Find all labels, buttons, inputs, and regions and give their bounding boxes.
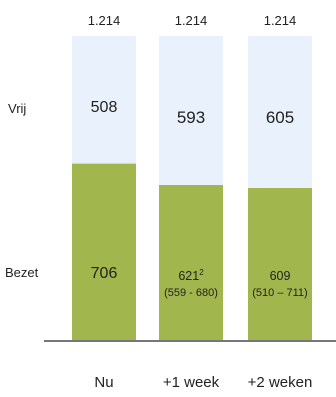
vrij-value-label-1: 593 <box>177 108 205 127</box>
bar-vrij-2 <box>248 36 312 188</box>
row-label-bezet: Bezet <box>5 265 39 280</box>
category-label-1: +1 week <box>163 374 220 391</box>
labels-layer: 1.214 508 706 Nu 1.214 593 6212 (559 - 680) +1 w… <box>88 13 313 391</box>
total-label-0: 1.214 <box>88 13 121 28</box>
row-label-vrij: Vrij <box>8 101 26 116</box>
total-label-2: 1.214 <box>264 13 297 28</box>
bars-layer <box>72 36 312 341</box>
bezet-range-label-1: (559 - 680) <box>164 287 218 299</box>
bar-bezet-2 <box>248 187 312 341</box>
bar-vrij-0 <box>72 36 136 164</box>
bezet-value-label-0: 706 <box>91 265 118 282</box>
footnote-marker-1: 2 <box>199 268 204 277</box>
vrij-value-label-2: 605 <box>266 108 294 127</box>
total-label-1: 1.214 <box>175 13 208 28</box>
bar-bezet-1 <box>159 184 223 341</box>
bezet-value-label-2: 609 <box>270 269 291 283</box>
vrij-value-label-0: 508 <box>91 99 118 116</box>
bar-vrij-1 <box>159 36 223 185</box>
bezet-value-label-1: 6212 <box>178 268 204 283</box>
bezet-range-label-2: (510 – 711) <box>252 287 307 299</box>
category-label-2: +2 weken <box>248 374 313 391</box>
bar-bezet-0 <box>72 163 136 341</box>
category-label-0: Nu <box>94 374 113 391</box>
